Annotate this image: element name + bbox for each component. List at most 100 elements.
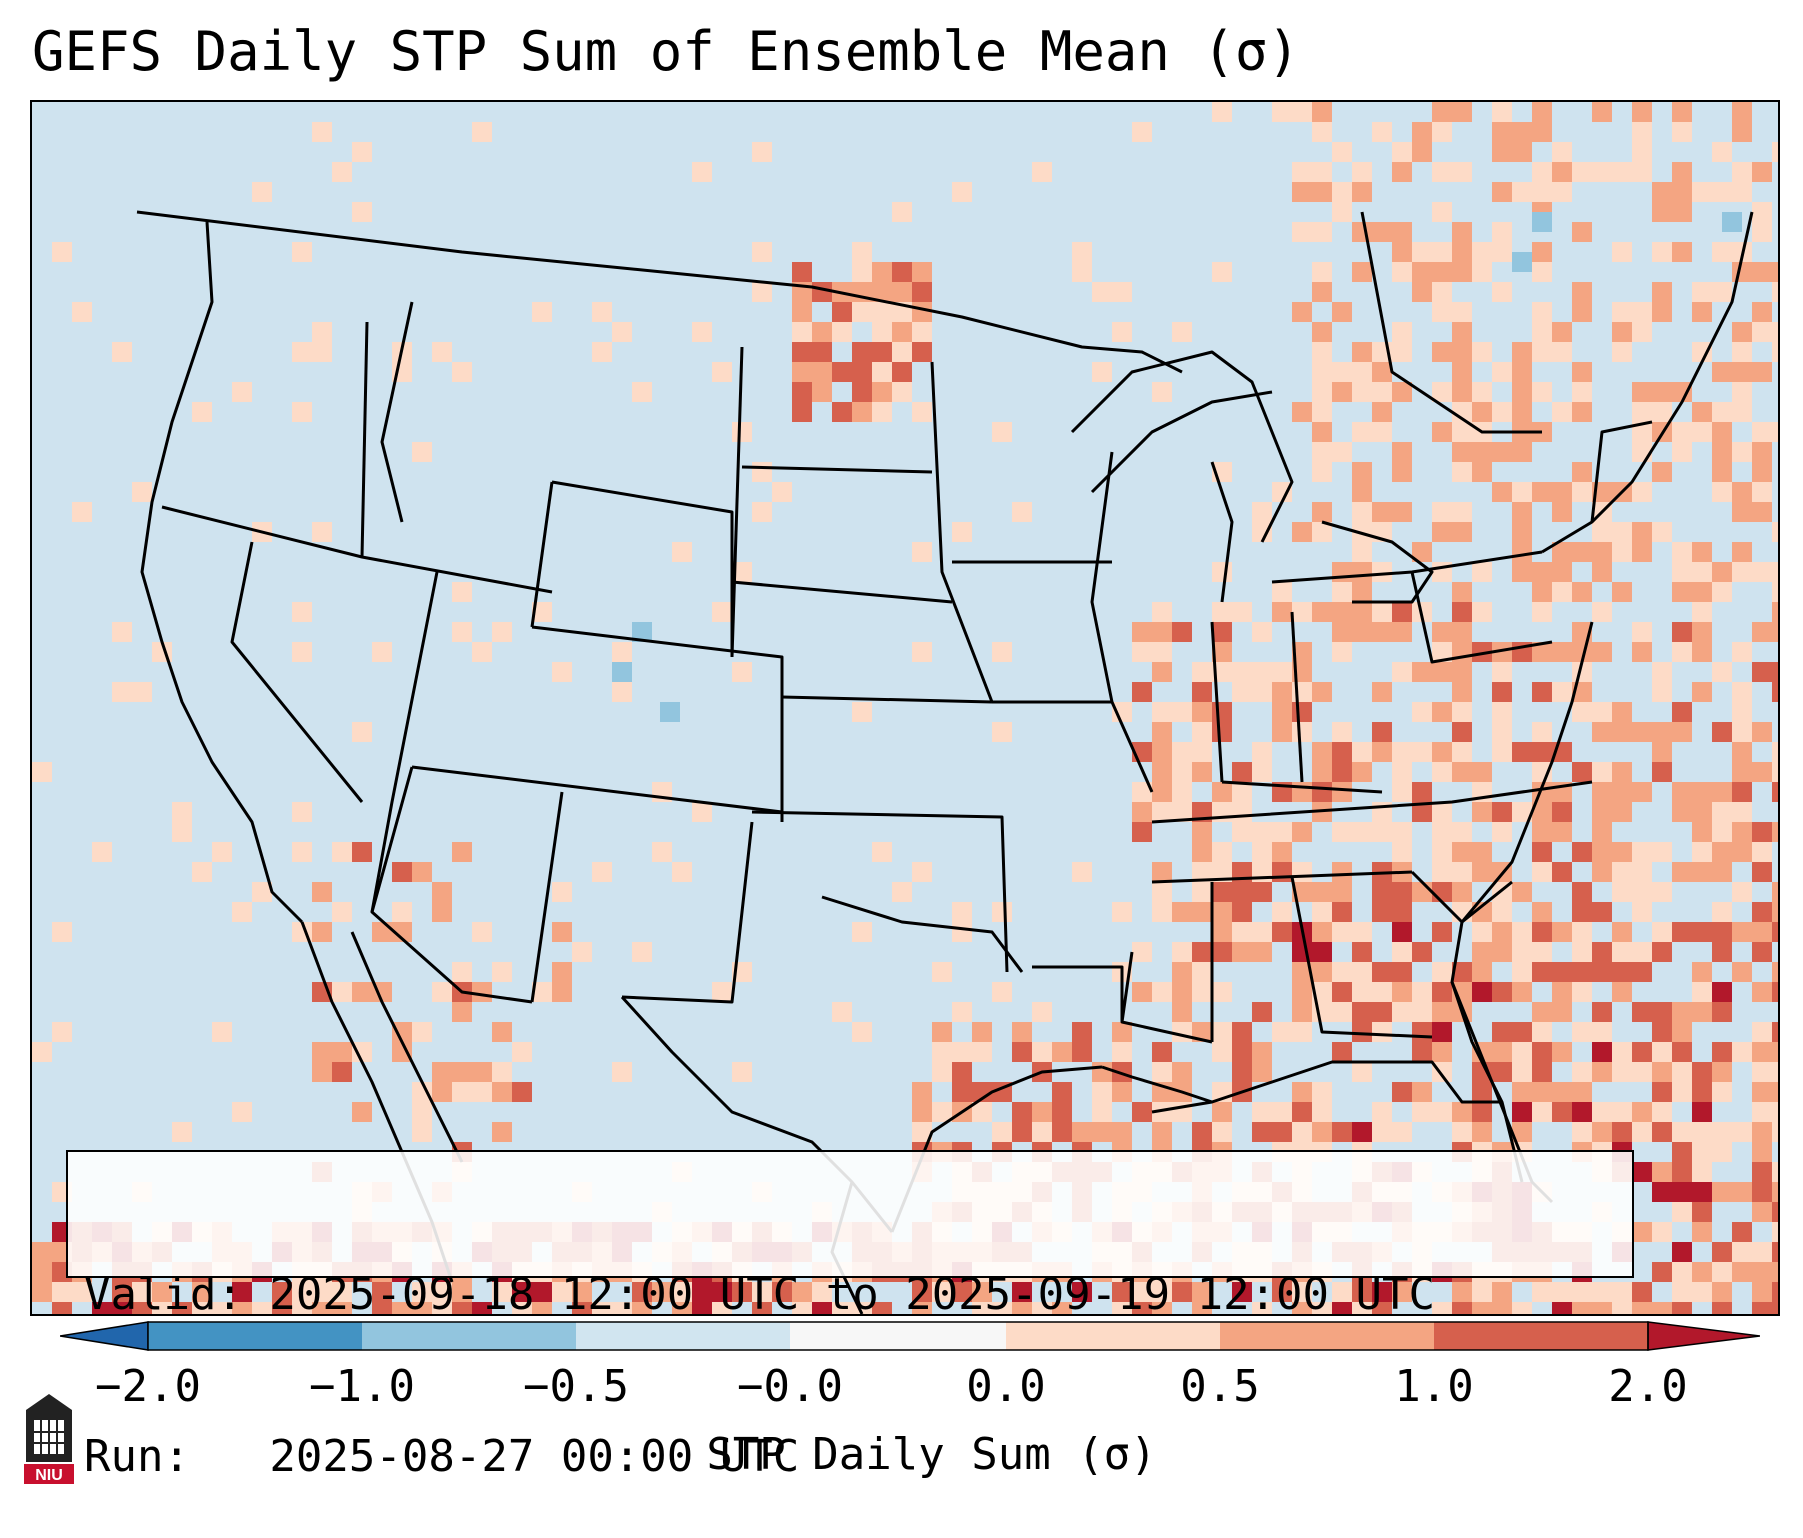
anomaly-cell — [1712, 442, 1732, 462]
anomaly-cell — [1592, 702, 1612, 722]
anomaly-cell — [232, 1302, 252, 1314]
anomaly-cell — [1252, 822, 1272, 842]
anomaly-cell — [1432, 922, 1452, 942]
anomaly-cell — [1272, 1282, 1292, 1302]
anomaly-cell — [1372, 822, 1392, 842]
anomaly-cell — [1112, 1062, 1132, 1082]
anomaly-cell — [1672, 422, 1692, 442]
anomaly-cell — [1712, 902, 1732, 922]
anomaly-cell — [852, 702, 872, 722]
anomaly-cell — [1692, 962, 1712, 982]
anomaly-cell — [1392, 1082, 1412, 1102]
anomaly-cell — [472, 122, 492, 142]
anomaly-cell — [392, 1022, 412, 1042]
anomaly-cell — [372, 1282, 392, 1302]
anomaly-cell — [1512, 1082, 1532, 1102]
anomaly-cell — [1452, 1122, 1472, 1142]
anomaly-cell — [1692, 842, 1712, 862]
anomaly-cell — [1192, 862, 1212, 882]
anomaly-cell — [1772, 742, 1778, 762]
anomaly-cell — [1272, 602, 1292, 622]
anomaly-cell — [1692, 682, 1712, 702]
anomaly-cell — [1112, 1282, 1132, 1302]
anomaly-cell — [1652, 1102, 1672, 1122]
anomaly-cell — [1612, 782, 1632, 802]
anomaly-cell — [1752, 1202, 1772, 1222]
anomaly-cell — [1052, 1102, 1072, 1122]
anomaly-cell — [492, 962, 512, 982]
anomaly-cell — [52, 922, 72, 942]
anomaly-cell — [1292, 102, 1312, 122]
anomaly-cell — [1672, 182, 1692, 202]
anomaly-cell — [1512, 962, 1532, 982]
anomaly-cell — [1372, 1282, 1392, 1302]
anomaly-cell — [952, 1082, 972, 1102]
anomaly-cell — [552, 882, 572, 902]
anomaly-cell — [952, 1282, 972, 1302]
anomaly-cell — [1652, 402, 1672, 422]
anomaly-cell — [1672, 1002, 1692, 1022]
anomaly-cell — [1752, 1282, 1772, 1302]
anomaly-cell — [1292, 162, 1312, 182]
anomaly-cell — [1692, 602, 1712, 622]
anomaly-cell — [1592, 722, 1612, 742]
anomaly-cell — [1672, 1062, 1692, 1082]
anomaly-cell — [1672, 1242, 1692, 1262]
anomaly-cell — [1612, 542, 1632, 562]
anomaly-cell — [1492, 642, 1512, 662]
anomaly-cell — [1532, 1282, 1552, 1302]
anomaly-cell — [1672, 1162, 1692, 1182]
anomaly-cell — [772, 1282, 792, 1302]
anomaly-cell — [832, 402, 852, 422]
anomaly-cell — [1352, 1002, 1372, 1022]
anomaly-cell — [1772, 562, 1778, 582]
anomaly-cell — [1612, 1122, 1632, 1142]
anomaly-cell — [1252, 1002, 1272, 1022]
anomaly-cell — [912, 1282, 932, 1302]
anomaly-cell — [1232, 1042, 1252, 1062]
anomaly-cell — [1372, 962, 1392, 982]
anomaly-cell — [1352, 602, 1372, 622]
anomaly-cell — [1452, 602, 1472, 622]
anomaly-cell — [1172, 982, 1192, 1002]
anomaly-cell — [912, 262, 932, 282]
anomaly-cell — [452, 842, 472, 862]
anomaly-cell — [972, 1102, 992, 1122]
anomaly-cell — [1732, 442, 1752, 462]
anomaly-cell — [1392, 442, 1412, 462]
anomaly-cell — [1292, 642, 1312, 662]
anomaly-cell — [1332, 202, 1352, 222]
anomaly-cell — [1672, 1022, 1692, 1042]
anomaly-cell — [1552, 162, 1572, 182]
anomaly-cell — [752, 462, 772, 482]
anomaly-cell — [1632, 482, 1652, 502]
anomaly-cell — [1492, 222, 1512, 242]
anomaly-cell — [1312, 1302, 1332, 1314]
anomaly-cell — [1612, 862, 1632, 882]
anomaly-cell — [1252, 882, 1272, 902]
anomaly-cell — [1432, 282, 1452, 302]
anomaly-cell — [752, 282, 772, 302]
anomaly-cell — [1532, 842, 1552, 862]
anomaly-cell — [1532, 1022, 1552, 1042]
anomaly-cell — [1432, 662, 1452, 682]
anomaly-cell — [1312, 962, 1332, 982]
anomaly-cell — [1072, 242, 1092, 262]
anomaly-cell — [1312, 282, 1332, 302]
anomaly-cell — [952, 182, 972, 202]
anomaly-cell — [912, 402, 932, 422]
anomaly-cell — [1332, 1002, 1352, 1022]
anomaly-cell — [1192, 1282, 1212, 1302]
anomaly-cell — [1272, 922, 1292, 942]
anomaly-cell — [1472, 962, 1492, 982]
anomaly-cell — [1632, 842, 1652, 862]
anomaly-cell — [1312, 1002, 1332, 1022]
anomaly-cell — [1772, 962, 1778, 982]
anomaly-cell — [1752, 1182, 1772, 1202]
anomaly-cell — [352, 202, 372, 222]
anomaly-cell — [892, 382, 912, 402]
anomaly-cell — [1112, 1082, 1132, 1102]
anomaly-cell — [812, 1302, 832, 1314]
anomaly-cell — [1132, 982, 1152, 1002]
anomaly-cell — [692, 1302, 712, 1314]
